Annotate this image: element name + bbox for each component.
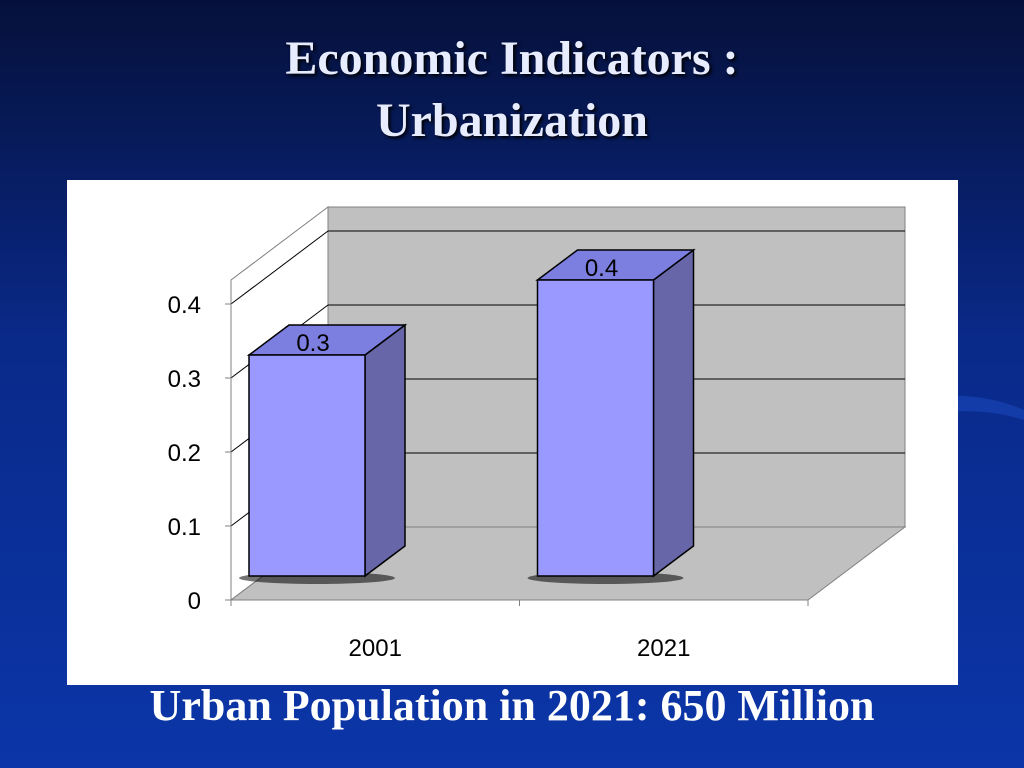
side-gridline [230,230,329,305]
bar-2021: 0.4 [527,248,696,584]
y-tick-labels: 0 0.1 0.2 0.3 0.4 [168,292,231,615]
chart-panel: 0 0.1 0.2 0.3 0.4 0.3 0.4 2001 2021 [67,180,958,685]
title-line-2: Urbanization [375,94,648,147]
y-tick-label: 0.4 [168,292,201,319]
slide-title: Economic Indicators : Urbanization [0,28,1024,152]
bar-chart: 0 0.1 0.2 0.3 0.4 0.3 0.4 2001 2021 [168,205,907,662]
bar-side [652,248,695,578]
y-tick-label: 0.1 [168,514,201,541]
x-tick-label: 2001 [349,635,402,662]
caption-text: Urban Population in 2021: 650 Million [149,681,875,730]
data-label: 0.3 [296,330,329,357]
bar-front [248,354,366,577]
bar-side [364,323,406,578]
bar-2001: 0.3 [239,323,408,584]
bar-front [536,279,655,577]
x-tick-labels: 2001 2021 [349,635,691,662]
y-tick-label: 0 [188,588,201,615]
title-line-1: Economic Indicators : [285,32,739,85]
y-tick-label: 0.3 [168,366,201,393]
y-tick-label: 0.2 [168,440,201,467]
chart-bars: 0.3 0.4 [239,248,696,584]
x-tick-label: 2021 [637,635,690,662]
chart-axes [230,280,809,606]
data-label: 0.4 [585,255,618,282]
